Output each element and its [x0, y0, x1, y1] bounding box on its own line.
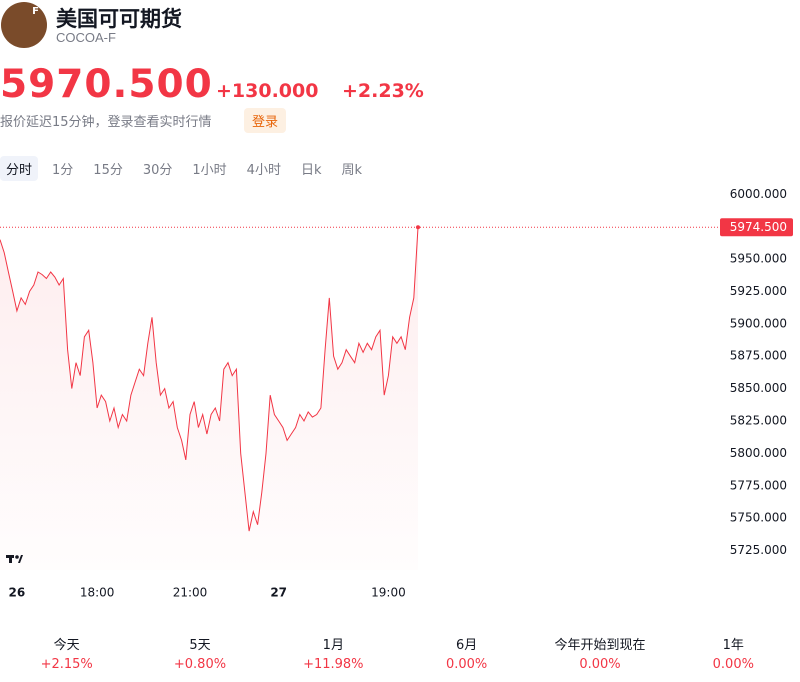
last-price-box	[720, 218, 793, 237]
period-value: +11.98%	[303, 657, 364, 672]
x-tick-label: 26	[9, 586, 26, 600]
y-tick-label: 5775.000	[730, 478, 787, 492]
tab[interactable]: 30分	[142, 163, 173, 178]
logo: F	[1, 2, 47, 48]
performance-item[interactable]: 今年开始到现在 0.00%	[533, 634, 666, 672]
change-pct: +2.23%	[342, 80, 424, 102]
x-tick-label: 18:00	[80, 586, 115, 600]
x-tick-label: 27	[270, 586, 287, 600]
title: 美国可可期货	[56, 7, 182, 31]
tab[interactable]: 1小时	[192, 163, 227, 178]
tab[interactable]: 周k	[341, 163, 363, 178]
tab[interactable]: 4小时	[246, 163, 281, 178]
change: +130.000	[216, 80, 319, 102]
tab[interactable]: 日k	[300, 163, 322, 178]
period-value: 0.00%	[445, 657, 488, 672]
area	[0, 227, 418, 571]
period-value: 0.00%	[579, 657, 621, 672]
performance-item[interactable]: 1年 0.00%	[667, 634, 800, 672]
x-tick-label: 21:00	[173, 586, 208, 600]
period-value: 0.00%	[712, 657, 754, 672]
y-tick-label: 5925.000	[730, 284, 787, 298]
last-price-label: 5974.500	[730, 220, 787, 234]
logo-text: F	[32, 6, 39, 17]
price-line	[0, 227, 419, 532]
tab[interactable]: 15分	[93, 163, 123, 178]
y-tick-label: 5950.000	[730, 252, 787, 266]
tabs: 分时 1分 15分 30分 1小时 4小时 日k 周k	[0, 156, 376, 181]
y-tick-label: 5875.000	[730, 349, 787, 363]
period-label: 1年	[722, 638, 744, 653]
performance-item[interactable]: 今天 +2.15%	[0, 634, 133, 672]
period-label: 今年开始到现在	[554, 638, 646, 653]
period-label: 今天	[53, 638, 80, 653]
x-tick-label: 19:00	[371, 586, 406, 600]
tab[interactable]: 分时	[0, 156, 39, 181]
login-button[interactable]: 登录	[244, 108, 287, 133]
y-tick-label: 5825.000	[730, 413, 787, 427]
y-tick-label: 5900.000	[730, 316, 787, 330]
y-tick-label: 5725.000	[730, 543, 787, 557]
symbol: COCOA-F	[56, 30, 116, 45]
performance-item[interactable]: 5天 +0.80%	[133, 634, 266, 672]
tab[interactable]: 1分	[52, 163, 74, 178]
y-tick-label: 5750.000	[730, 511, 787, 525]
period-value: +2.15%	[40, 657, 93, 672]
period-value: +0.80%	[173, 657, 227, 672]
price: 5970.500	[0, 62, 213, 107]
period-label: 1月	[322, 638, 344, 653]
y-tick-label: 5800.000	[730, 446, 787, 460]
performance-item[interactable]: 6月 0.00%	[400, 634, 533, 672]
y-tick-label: 6000.000	[730, 187, 787, 201]
performance: 今天 +2.15% 5天 +0.80% 1月 +11.98% 6月 0.00% 今年开始到现在 0…	[0, 634, 800, 672]
performance-item[interactable]: 1月 +11.98%	[267, 634, 400, 672]
notice: 报价延迟15分钟，登录查看实时行情	[0, 115, 212, 130]
period-label: 6月	[456, 638, 478, 653]
period-label: 5天	[189, 638, 211, 653]
y-tick-label: 5850.000	[730, 381, 787, 395]
chart: 6000.0005975.0005950.0005925.0005900.000…	[0, 187, 793, 600]
